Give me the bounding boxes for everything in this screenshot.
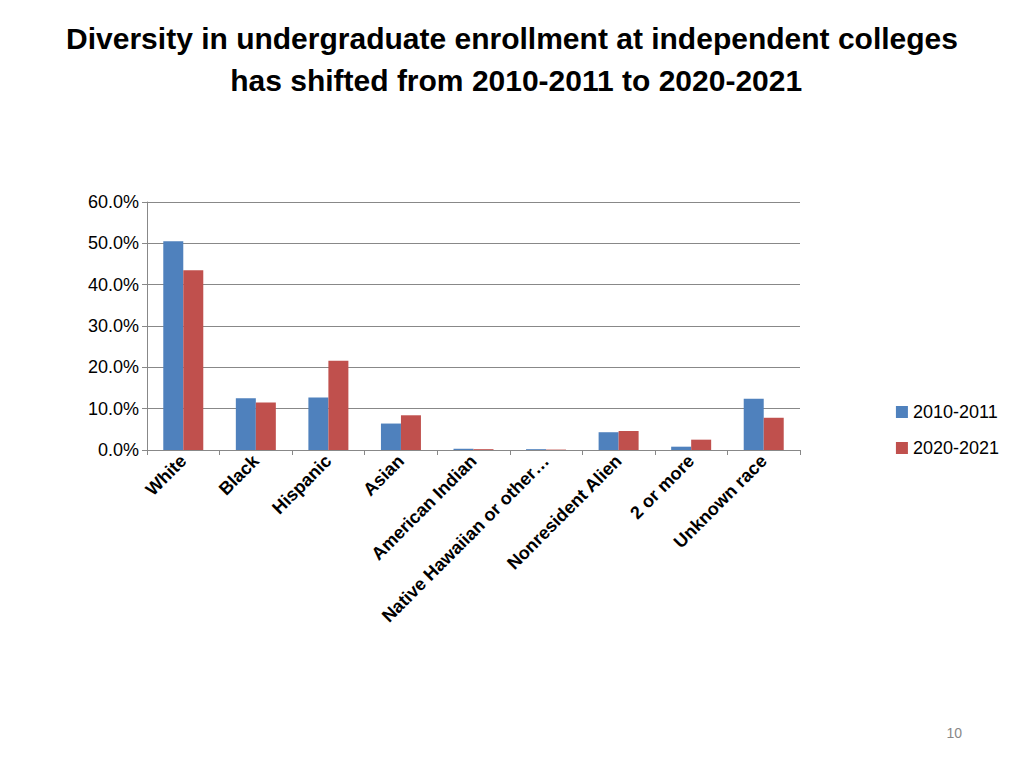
svg-text:2 or more: 2 or more xyxy=(626,451,698,523)
svg-text:White: White xyxy=(142,451,191,500)
svg-text:0.0%: 0.0% xyxy=(98,440,139,460)
svg-text:Diversity in undergraduate enr: Diversity in undergraduate enrollment at… xyxy=(66,22,958,55)
svg-text:30.0%: 30.0% xyxy=(88,316,139,336)
svg-text:Nonresident Alien: Nonresident Alien xyxy=(503,451,625,573)
svg-text:20.0%: 20.0% xyxy=(88,357,139,377)
svg-text:Hispanic: Hispanic xyxy=(268,451,335,518)
svg-text:60.0%: 60.0% xyxy=(88,192,139,212)
svg-text:Unknown race: Unknown race xyxy=(670,451,771,552)
svg-text:Native Hawaiian or other…: Native Hawaiian or other… xyxy=(377,450,554,627)
svg-text:Asian: Asian xyxy=(359,451,408,500)
svg-text:2010-2011: 2010-2011 xyxy=(913,402,998,422)
svg-text:10.0%: 10.0% xyxy=(88,399,139,419)
svg-text:American Indian: American Indian xyxy=(367,450,481,564)
svg-text:Black: Black xyxy=(215,450,264,499)
svg-text:50.0%: 50.0% xyxy=(88,233,139,253)
svg-text:40.0%: 40.0% xyxy=(88,275,139,295)
svg-text:has shifted from 2010-2011 to: has shifted from 2010-2011 to 2020-2021 xyxy=(222,64,802,97)
svg-text:10: 10 xyxy=(946,725,962,741)
svg-text:2020-2021: 2020-2021 xyxy=(913,438,999,458)
